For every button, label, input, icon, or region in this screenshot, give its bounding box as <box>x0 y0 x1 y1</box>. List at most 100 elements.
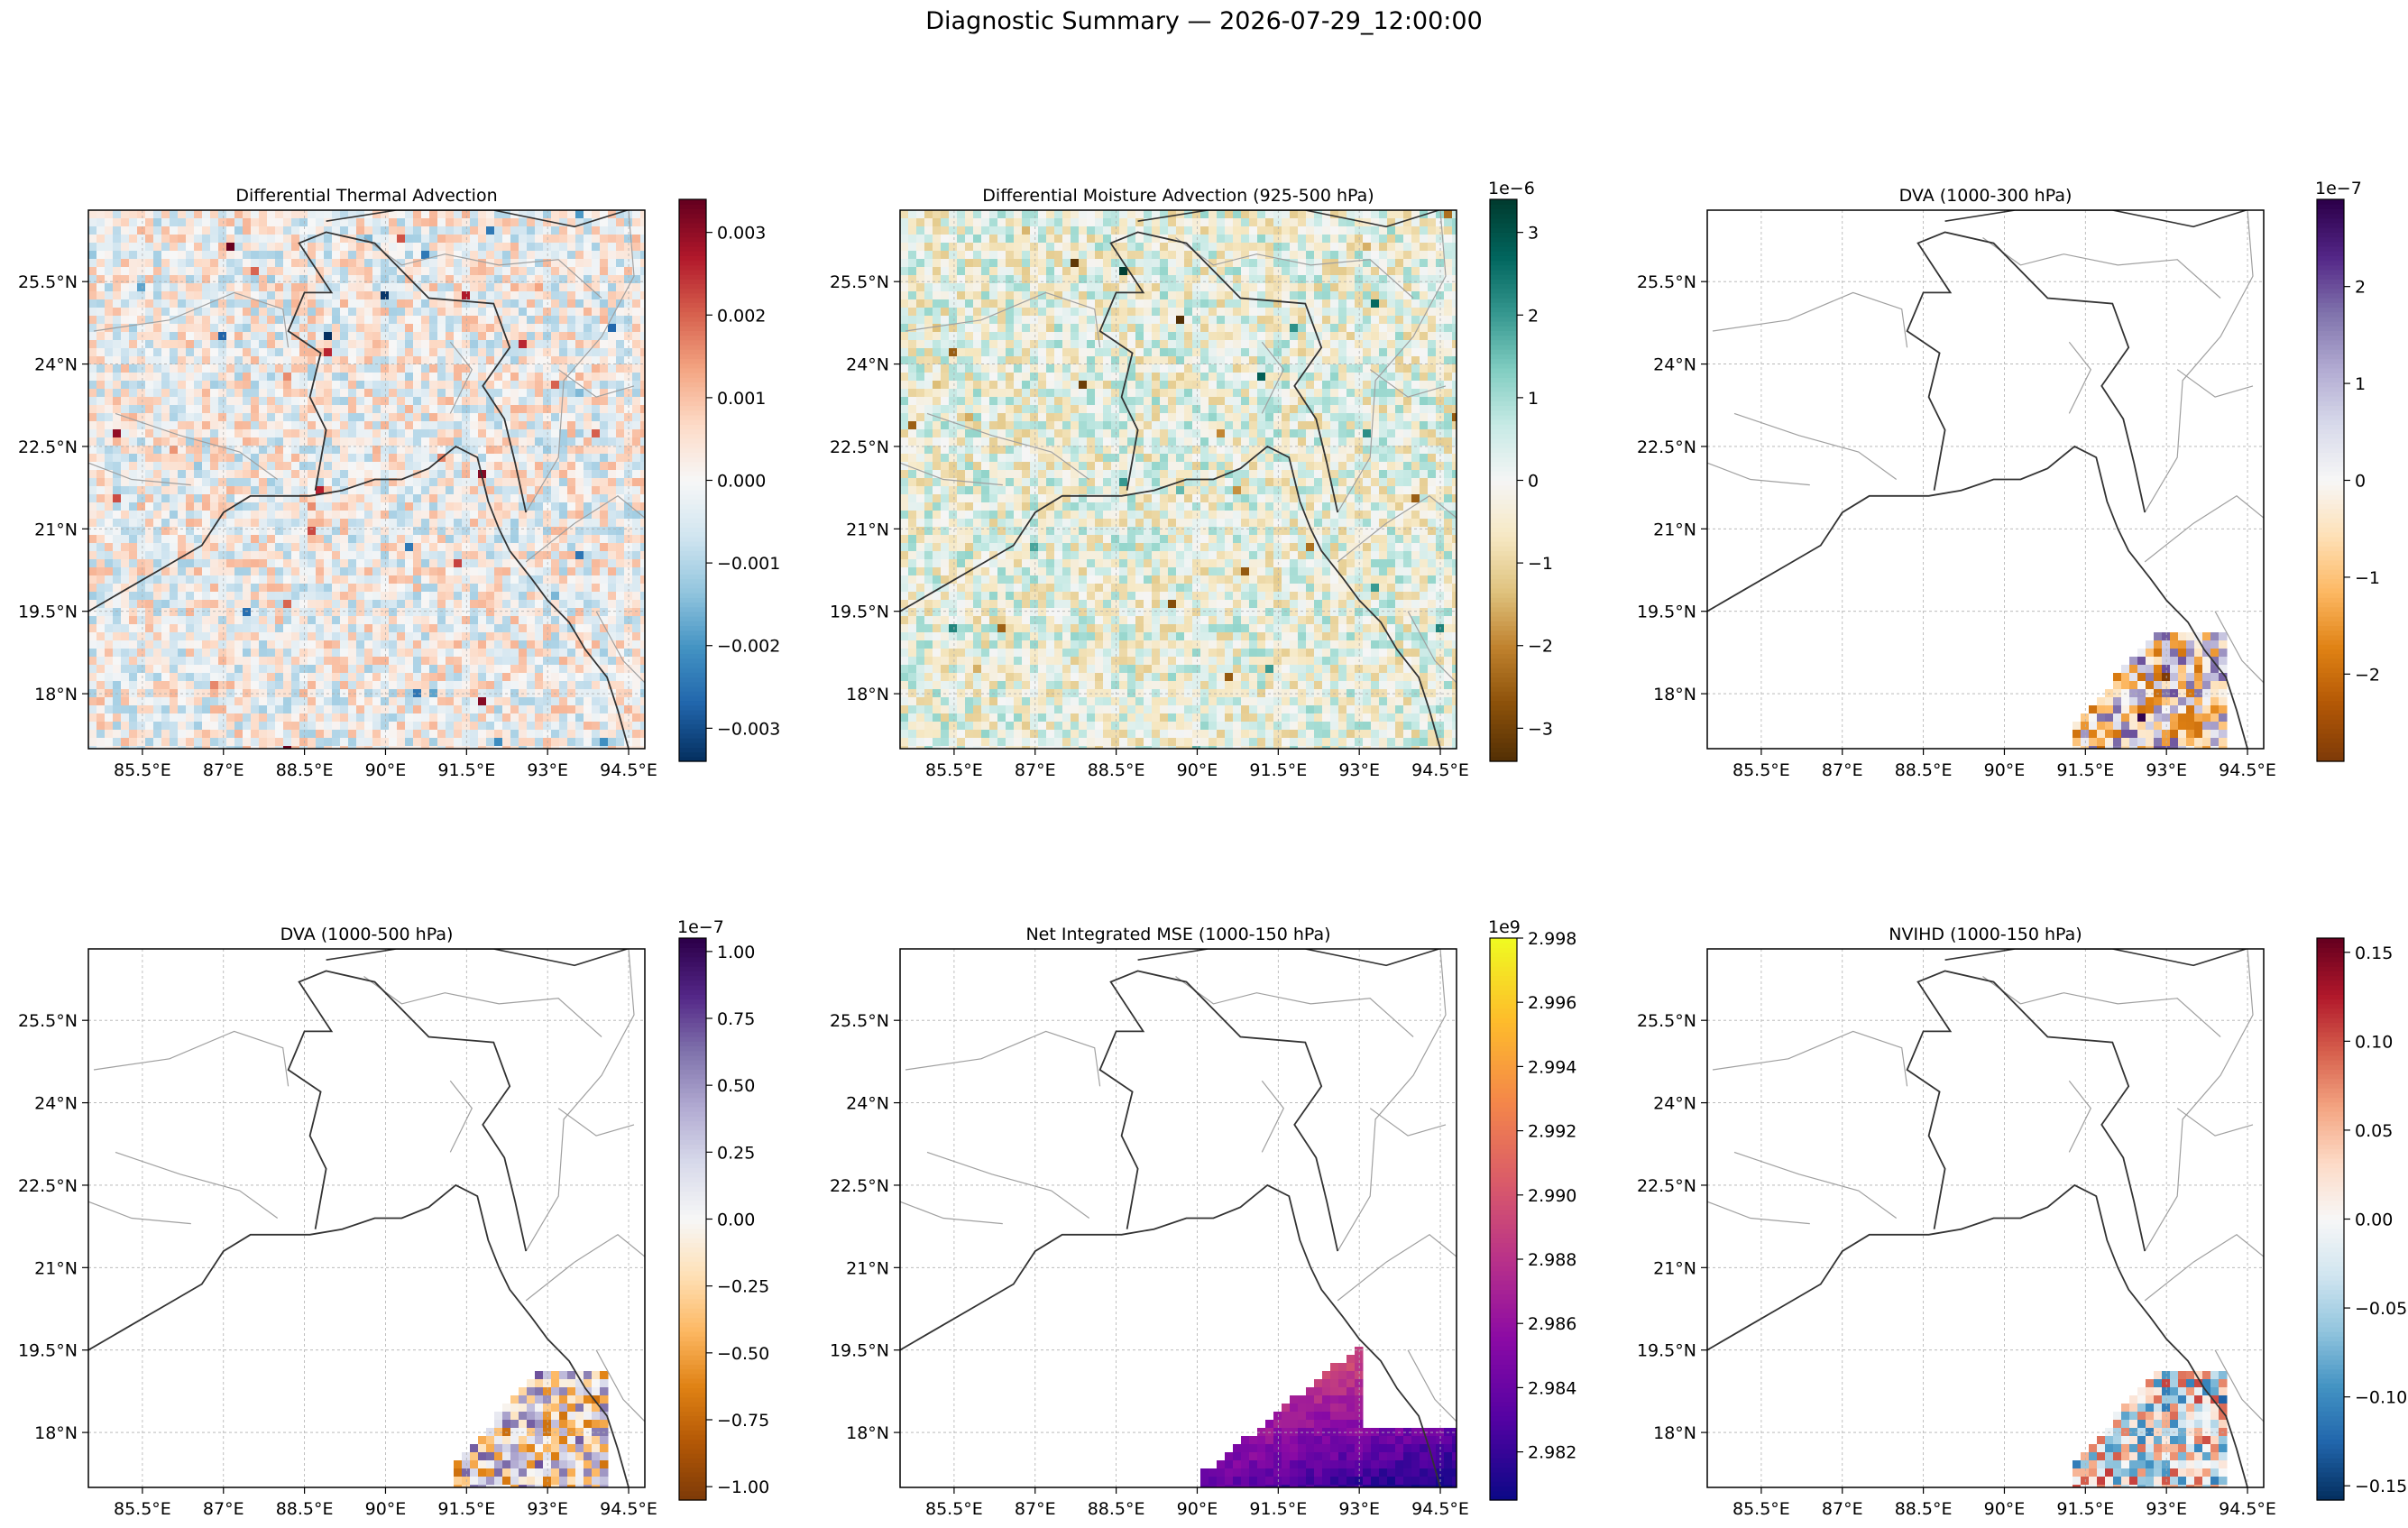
x-tick-label: 85.5°E <box>925 760 983 780</box>
state-border <box>2214 1349 2264 1422</box>
country-border <box>1906 970 2146 1252</box>
colorbar-tick-label: 0.50 <box>717 1076 755 1096</box>
state-border <box>525 495 645 563</box>
state-border <box>115 1151 279 1219</box>
state-border <box>2144 495 2264 563</box>
y-tick-label: 21°N <box>1653 1258 1696 1278</box>
colorbar-tick-label: 0.15 <box>2355 943 2393 963</box>
x-tick-label: 90°E <box>1984 760 2026 780</box>
colorbar-tick-label: 2.998 <box>1528 929 1576 949</box>
coastline <box>1707 1183 2248 1487</box>
y-tick-label: 22.5°N <box>1637 1176 1696 1196</box>
state-border <box>2144 1234 2264 1302</box>
colorbar-tick-label: 2 <box>2355 278 2366 298</box>
map-outlines <box>88 210 645 749</box>
state-border <box>900 462 1003 486</box>
x-tick-label: 87°E <box>203 760 244 780</box>
y-tick-label: 25.5°N <box>830 272 889 292</box>
heatmap-field <box>88 210 645 749</box>
heatmap-field <box>900 210 1457 749</box>
colorbar-tick-label: −1 <box>1528 554 1553 574</box>
axes-frame <box>1706 209 2265 750</box>
y-tick-label: 19.5°N <box>18 603 78 622</box>
x-tick-label: 93°E <box>1338 1499 1380 1519</box>
map-outlines <box>1707 949 2264 1487</box>
state-border <box>2176 1108 2254 1137</box>
y-tick-label: 19.5°N <box>1637 603 1696 622</box>
colorbar-tick-label: 0.75 <box>717 1009 755 1029</box>
x-tick-label: 87°E <box>1015 1499 1056 1519</box>
state-border <box>1982 237 2221 299</box>
colorbar-tick-label: −1.00 <box>717 1477 769 1497</box>
gridlines <box>1707 949 2264 1487</box>
coastline <box>1707 445 2248 749</box>
y-tick-label: 25.5°N <box>18 272 78 292</box>
map-outlines <box>1707 210 2264 749</box>
y-tick-label: 25.5°N <box>830 1011 889 1031</box>
coastline <box>900 445 1441 749</box>
state-border <box>88 1201 191 1225</box>
country-border <box>1098 970 1339 1252</box>
y-tick-label: 25.5°N <box>1637 272 1696 292</box>
panel-title: Net Integrated MSE (1000-150 hPa) <box>1025 925 1330 944</box>
map-panel-6: NVIHD (1000-150 hPa) 85.5°E 87°E 88.5°E 90°E… <box>1637 925 2407 1519</box>
figure-suptitle: Diagnostic Summary — 2026-07-29_12:00:00 <box>925 7 1483 35</box>
gridlines <box>900 210 1457 749</box>
colorbar-tick-label: −0.15 <box>2355 1477 2407 1496</box>
x-tick-label: 94.5°E <box>1411 760 1469 780</box>
colorbar-offset-label: 1e−6 <box>1488 179 1535 198</box>
colorbar-tick-label: 2.996 <box>1528 993 1576 1013</box>
state-border <box>2176 369 2254 398</box>
colorbar: −1.00 −0.75 −0.50 −0.25 0.00 0.25 0.50 0.75 1.00… <box>677 917 769 1501</box>
x-tick-label: 94.5°E <box>600 1499 657 1519</box>
country-border <box>1137 949 1442 967</box>
state-border <box>115 412 279 480</box>
x-tick-label: 93°E <box>527 760 568 780</box>
colorbar-tick-label: 0.001 <box>717 389 766 409</box>
y-tick-label: 18°N <box>846 685 889 704</box>
state-border <box>905 1030 1101 1087</box>
state-border <box>557 1108 635 1137</box>
country-border <box>1337 949 1447 1252</box>
state-border <box>905 291 1101 348</box>
y-tick-label: 18°N <box>846 1423 889 1443</box>
x-tick-label: 91.5°E <box>1249 760 1307 780</box>
y-tick-label: 19.5°N <box>18 1341 78 1361</box>
colorbar-tick-label: −2 <box>2355 665 2380 685</box>
colorbar-frame <box>1489 937 1518 1501</box>
y-tick-label: 25.5°N <box>1637 1011 1696 1031</box>
country-border <box>1944 210 2249 228</box>
colorbar-tick-label: 2 <box>1528 306 1539 326</box>
colorbar-tick-label: 0.00 <box>2355 1210 2393 1230</box>
state-border <box>525 1234 645 1302</box>
state-border <box>1337 495 1457 563</box>
axes-frame <box>87 209 646 750</box>
x-tick-label: 91.5°E <box>437 1499 495 1519</box>
map-outlines <box>900 949 1457 1487</box>
y-tick-label: 22.5°N <box>18 437 78 457</box>
x-tick-label: 94.5°E <box>2219 760 2276 780</box>
x-tick-label: 88.5°E <box>276 760 334 780</box>
colorbar-tick-label: 0.00 <box>717 1210 755 1230</box>
map-panel-3: DVA (1000-300 hPa) 85.5°E 87°E 88.5°E 90°E 91… <box>1637 179 2380 780</box>
x-tick-label: 91.5°E <box>437 760 495 780</box>
map-panel-2: Differential Moisture Advection (925-500… <box>830 179 1553 780</box>
colorbar-tick-label: −0.75 <box>717 1411 769 1431</box>
colorbar-tick-label: −1 <box>2355 568 2380 588</box>
state-border <box>900 1201 1003 1225</box>
y-tick-label: 18°N <box>34 685 78 704</box>
colorbar: −3 −2 −1 0 1 2 3 1e−6 <box>1488 179 1553 762</box>
state-border <box>595 1349 645 1422</box>
colorbar-tick-label: −0.05 <box>2355 1299 2407 1319</box>
y-tick-label: 24°N <box>1653 1094 1696 1114</box>
state-border <box>93 291 290 348</box>
x-tick-label: 88.5°E <box>1895 760 1953 780</box>
state-border <box>363 976 602 1037</box>
y-tick-label: 18°N <box>1653 685 1696 704</box>
x-tick-label: 93°E <box>2146 760 2187 780</box>
map-outlines <box>88 949 645 1487</box>
colorbar-tick-label: −0.003 <box>717 719 780 739</box>
axes-frame <box>87 948 646 1488</box>
state-border <box>449 1080 473 1153</box>
coastline <box>88 1183 630 1487</box>
